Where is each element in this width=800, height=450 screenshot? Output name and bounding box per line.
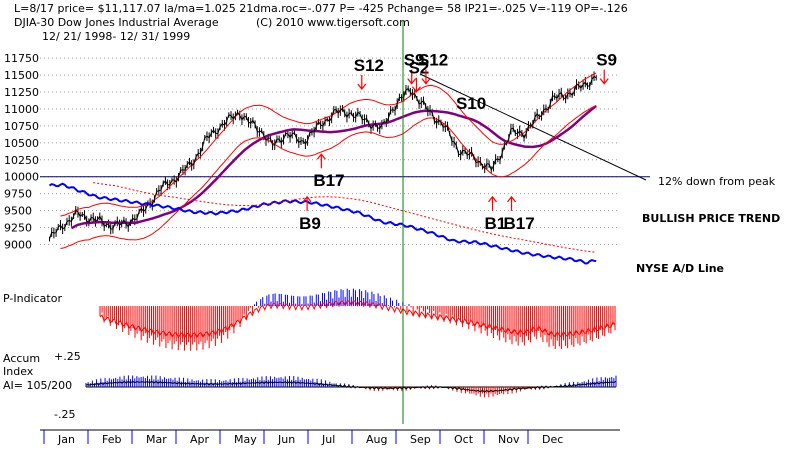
header-line1: L=8/17 price= $11,117.07 la/ma=1.025 21d… bbox=[14, 2, 628, 15]
y-tick-label: 11250 bbox=[4, 86, 39, 99]
signal-label: B1 bbox=[485, 214, 507, 233]
accum-index-bars bbox=[85, 375, 617, 398]
y-tick-label: 10500 bbox=[4, 137, 39, 150]
header-title: DJIA-30 Dow Jones Industrial Average bbox=[14, 16, 219, 29]
signal-arrow-down bbox=[421, 69, 431, 85]
month-label: Apr bbox=[190, 433, 210, 446]
p-indicator-ma bbox=[99, 299, 616, 339]
signal-arrow-down bbox=[357, 75, 367, 90]
signal-label: S9 bbox=[404, 51, 425, 70]
label-ai: AI= 105/200 bbox=[3, 379, 72, 392]
month-label: Feb bbox=[102, 433, 121, 446]
signal-label: S10 bbox=[456, 94, 486, 113]
signal-label: B17 bbox=[313, 171, 344, 190]
signal-arrow-down bbox=[599, 69, 609, 85]
moving-average-line bbox=[70, 104, 597, 230]
signal-arrow-up bbox=[507, 195, 516, 211]
label-p-indicator: P-Indicator bbox=[3, 292, 62, 305]
ad-line bbox=[48, 182, 597, 265]
signal-label: B17 bbox=[504, 214, 535, 233]
lower-band-line bbox=[60, 105, 597, 249]
y-tick-label: 9750 bbox=[4, 188, 32, 201]
y-tick-label: 10000 bbox=[4, 171, 39, 184]
month-label: Sep bbox=[410, 433, 431, 446]
y-tick-label: 9250 bbox=[4, 222, 32, 235]
signal-label: B9 bbox=[299, 214, 321, 233]
month-label: Jan bbox=[57, 433, 75, 446]
signal-arrow-down bbox=[411, 77, 421, 93]
signal-arrow-up bbox=[302, 195, 312, 211]
signal-label: S9 bbox=[596, 51, 617, 70]
signal-label: S2 bbox=[408, 59, 429, 78]
signal-arrow-up bbox=[316, 153, 326, 169]
y-tick-label: 10250 bbox=[4, 154, 39, 167]
month-label: Jul bbox=[321, 433, 335, 446]
header-date-range: 12/ 21/ 1998- 12/ 31/ 1999 bbox=[42, 30, 190, 43]
month-label: Aug bbox=[366, 433, 387, 446]
label-down-from-peak: 12% down from peak bbox=[658, 175, 776, 188]
signal-label: S12 bbox=[418, 51, 448, 70]
accum-index-ma bbox=[85, 380, 617, 393]
ad-line-moving-average bbox=[93, 182, 597, 253]
y-tick-label: 11000 bbox=[4, 103, 39, 116]
label-nyse-ad: NYSE A/D Line bbox=[636, 262, 724, 275]
label-accum-plus: +.25 bbox=[54, 350, 81, 363]
y-tick-label: 11500 bbox=[4, 69, 39, 82]
month-label: Jun bbox=[277, 433, 295, 446]
y-tick-label: 9500 bbox=[4, 205, 32, 218]
label-accum: Accum bbox=[3, 352, 40, 365]
label-bullish-trend: BULLISH PRICE TREND bbox=[642, 212, 780, 225]
header-copyright: (C) 2010 www.tigersoft.com bbox=[256, 16, 410, 29]
y-tick-label: 11750 bbox=[4, 52, 39, 65]
month-label: Oct bbox=[454, 433, 474, 446]
signal-arrow-up bbox=[488, 195, 497, 211]
month-label: Mar bbox=[146, 433, 167, 446]
month-label: Dec bbox=[542, 433, 563, 446]
month-axis: Jan Feb Mar Apr May Jun Jul Aug Sep Oct Nov Dec bbox=[43, 430, 563, 446]
y-tick-label: 9000 bbox=[4, 238, 32, 251]
p-indicator-bars bbox=[99, 288, 616, 351]
signal-label: S12 bbox=[354, 56, 384, 75]
price-grid bbox=[40, 57, 620, 245]
label-accum-minus: -.25 bbox=[54, 408, 75, 421]
month-label: May bbox=[234, 433, 257, 446]
signal-arrow-down bbox=[407, 69, 417, 85]
label-accum-index: Index bbox=[3, 365, 34, 378]
price-line bbox=[49, 75, 597, 240]
month-label: Nov bbox=[498, 433, 520, 446]
price-axis-ticks: 9000 9250 9500 9750 10000 10250 10500 10750 1100… bbox=[4, 52, 39, 251]
y-tick-label: 10750 bbox=[4, 120, 39, 133]
